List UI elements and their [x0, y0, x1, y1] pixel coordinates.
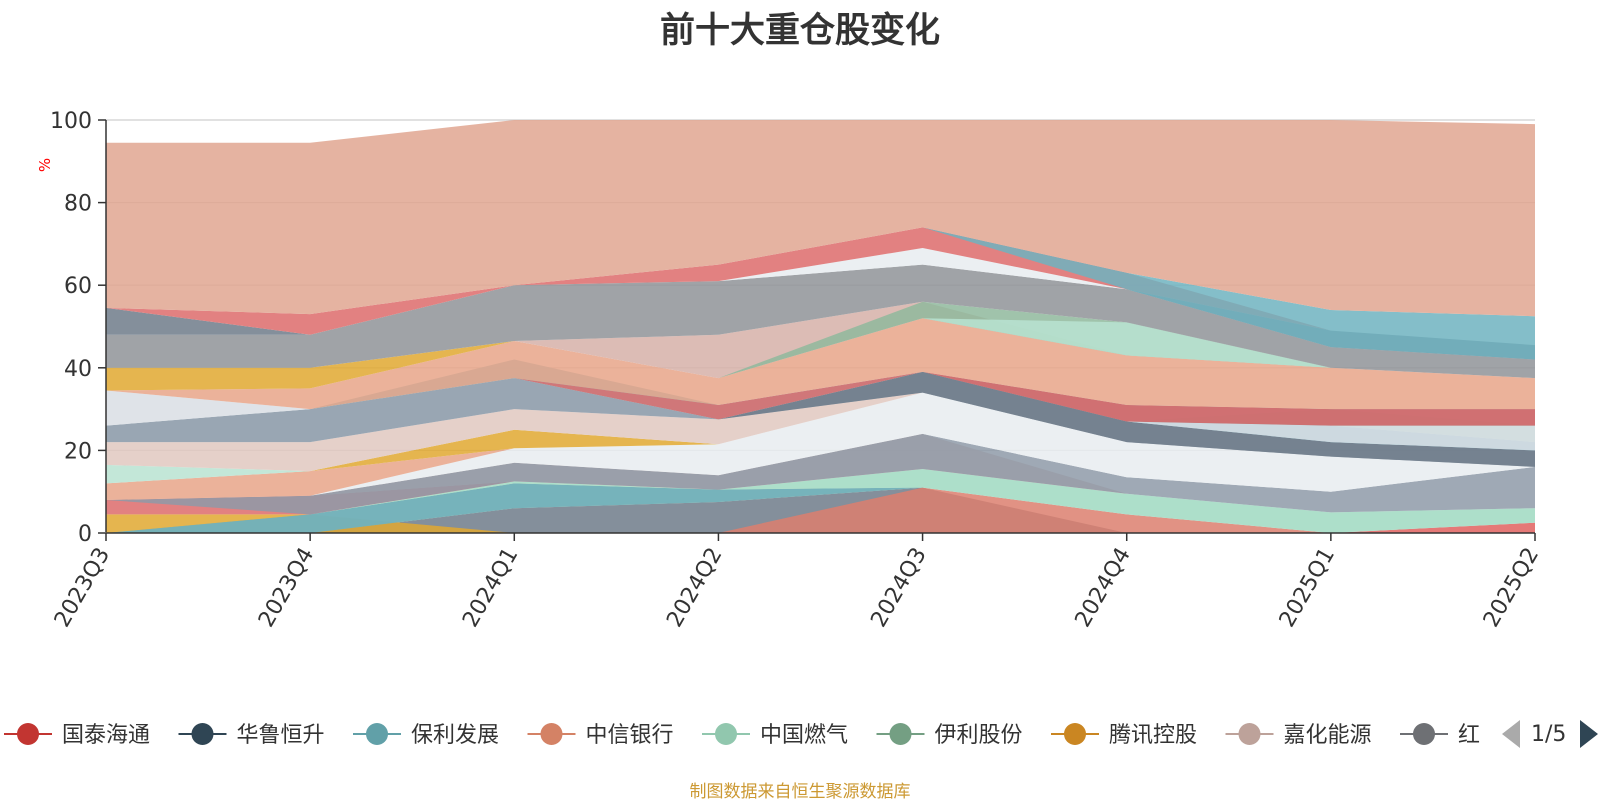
legend-label: 腾讯控股 [1109, 723, 1197, 748]
area-band [106, 227, 1535, 346]
x-axis: 2023Q3 2023Q4 2024Q1 2024Q2 2024Q3 2024Q4 2025… [50, 532, 1544, 632]
area-band [106, 248, 1535, 346]
area-band [106, 392, 1535, 500]
legend-label: 保利发展 [411, 723, 499, 748]
legend-label: 国泰海通 [62, 723, 150, 748]
area-band [106, 318, 1535, 391]
area-band [106, 522, 1535, 533]
legend-item[interactable]: 保利发展 [353, 723, 499, 748]
legend-item[interactable]: 红 [1400, 723, 1480, 748]
x-tick-label: 2025Q2 [1479, 544, 1544, 632]
legend-page-indicator: 1/5 [1531, 722, 1566, 747]
legend-label: 中信银行 [586, 723, 674, 748]
legend-marker-icon [889, 723, 912, 745]
legend-label: 中国燃气 [760, 723, 848, 748]
x-tick-label: 2023Q3 [50, 544, 115, 632]
area-bands [106, 120, 1535, 533]
legend-marker-icon [1413, 723, 1435, 745]
area-band [106, 264, 1535, 379]
area-band [106, 392, 1535, 472]
legend-marker-icon [540, 723, 563, 745]
legend-label: 红 [1458, 723, 1480, 748]
source-note: 制图数据来自恒生聚源数据库 [689, 782, 911, 802]
area-band [106, 433, 1535, 515]
area-band [106, 487, 1535, 533]
area-band [106, 469, 1535, 533]
legend-item[interactable]: 中国燃气 [702, 723, 848, 748]
legend-item[interactable]: 嘉化能源 [1225, 723, 1372, 748]
x-tick-label: 2024Q2 [662, 544, 727, 632]
legend-item[interactable]: 华鲁恒升 [178, 723, 325, 748]
x-tick-label: 2024Q4 [1071, 544, 1136, 632]
chart-title: 前十大重仓股变化 [659, 11, 940, 51]
legend-prev-icon[interactable] [1502, 720, 1520, 748]
area-band [106, 487, 1535, 533]
legend-marker-icon [17, 723, 39, 745]
y-tick-label: 60 [64, 274, 92, 299]
legend-label: 伊利股份 [935, 723, 1023, 748]
legend-marker-icon [366, 723, 388, 745]
x-tick-label: 2023Q4 [254, 544, 319, 632]
legend-item[interactable]: 腾讯控股 [1051, 723, 1197, 748]
area-band [106, 392, 1535, 500]
area-band [106, 301, 1535, 379]
legend-marker-icon [715, 723, 737, 745]
x-tick-label: 2025Q1 [1275, 544, 1340, 632]
area-band [106, 371, 1535, 467]
x-tick-label: 2024Q1 [458, 544, 523, 632]
y-tick-label: 0 [78, 522, 92, 547]
legend-marker-icon [191, 723, 214, 745]
legend: 国泰海通 华鲁恒升 保利发展 中信银行 中国燃气 伊利股份 腾讯控股 嘉化能源 红 [4, 723, 1480, 748]
area-band [106, 227, 1535, 360]
y-tick-label: 40 [64, 357, 92, 382]
y-tick-label: 20 [64, 439, 92, 464]
legend-item[interactable]: 中信银行 [527, 723, 674, 748]
y-tick-label: 80 [64, 192, 92, 217]
legend-marker-icon [1238, 723, 1261, 745]
legend-pager: 1/5 [1502, 720, 1598, 748]
area-band [106, 371, 1535, 426]
area-band [106, 371, 1535, 451]
x-tick-label: 2024Q3 [866, 544, 931, 632]
y-unit-label: % [36, 158, 54, 172]
area-band [106, 483, 1535, 533]
legend-marker-icon [1064, 723, 1086, 745]
legend-label: 华鲁恒升 [237, 723, 325, 748]
legend-item[interactable]: 国泰海通 [4, 723, 150, 748]
legend-next-icon[interactable] [1580, 720, 1598, 748]
area-band [106, 318, 1535, 410]
y-tick-label: 100 [50, 109, 92, 134]
area-band [106, 392, 1535, 484]
area-band [106, 392, 1535, 472]
area-band [106, 120, 1535, 317]
legend-item[interactable]: 伊利股份 [876, 723, 1023, 748]
legend-label: 嘉化能源 [1284, 723, 1372, 748]
y-axis: 0 20 40 60 80 100 [50, 109, 107, 547]
